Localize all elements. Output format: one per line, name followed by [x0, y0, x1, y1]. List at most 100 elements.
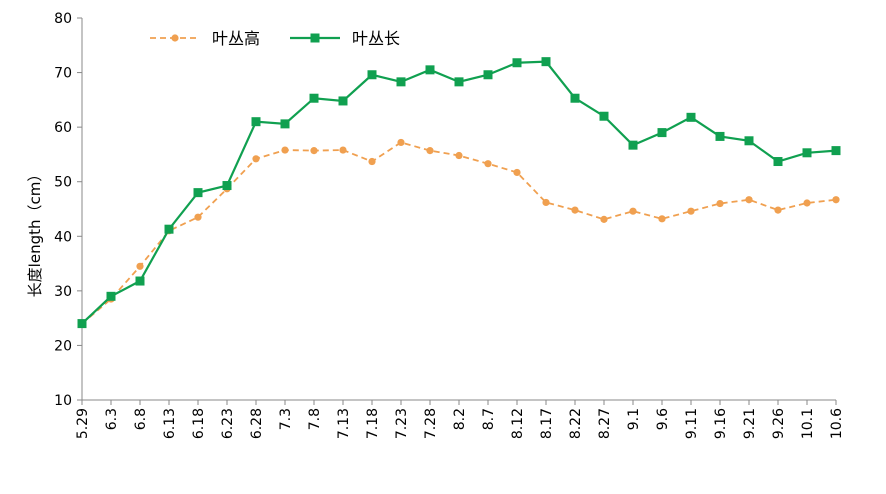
data-point — [831, 146, 841, 156]
legend-label: 叶丛高 — [212, 29, 260, 48]
data-point — [832, 196, 840, 204]
data-point — [629, 207, 637, 215]
data-point — [599, 111, 609, 121]
y-tick-label: 50 — [54, 175, 72, 191]
data-point — [252, 155, 260, 163]
data-point — [338, 96, 348, 106]
legend-item-2: 叶丛长 — [290, 29, 400, 48]
x-tick-label: 10.6 — [829, 408, 845, 439]
data-point — [513, 168, 521, 177]
series-2 — [77, 57, 841, 329]
x-tick-label: 9.6 — [655, 408, 671, 430]
x-tick-label: 6.18 — [191, 408, 207, 439]
data-point — [484, 160, 492, 168]
data-point — [164, 224, 174, 234]
y-tick-label: 60 — [54, 120, 72, 136]
data-point — [339, 146, 347, 154]
x-tick-label: 7.28 — [423, 408, 439, 439]
data-point — [658, 215, 666, 223]
data-point — [803, 199, 811, 207]
data-point — [687, 207, 695, 215]
data-point — [716, 199, 724, 208]
y-tick-label: 70 — [54, 66, 72, 82]
x-tick-label: 9.21 — [742, 408, 758, 439]
data-point — [309, 93, 319, 103]
x-tick-label: 9.1 — [626, 408, 642, 430]
data-point — [570, 93, 580, 103]
legend-marker — [310, 33, 320, 43]
x-tick-label: 7.3 — [278, 408, 294, 430]
legend-marker — [171, 34, 179, 42]
data-point — [368, 157, 376, 166]
data-point — [745, 196, 753, 204]
x-tick-label: 9.16 — [713, 408, 729, 439]
x-tick-label: 6.3 — [104, 408, 120, 430]
y-tick-label: 10 — [54, 393, 72, 409]
data-point — [512, 58, 522, 68]
series-1 — [78, 138, 840, 328]
x-tick-label: 8.12 — [510, 408, 526, 439]
x-tick-label: 6.28 — [249, 408, 265, 439]
x-tick-label: 7.8 — [307, 408, 323, 430]
x-tick-label: 9.11 — [684, 408, 700, 439]
data-point — [193, 188, 203, 198]
legend: 叶丛高 叶丛长 — [150, 29, 400, 48]
x-tick-label: 9.26 — [771, 408, 787, 439]
series-line — [81, 141, 837, 325]
data-point — [802, 148, 812, 158]
y-tick-label: 30 — [54, 284, 72, 300]
x-tick-label: 7.23 — [394, 408, 410, 439]
data-point — [774, 206, 782, 214]
data-point — [281, 146, 289, 154]
data-point — [455, 151, 463, 160]
x-tick-label: 8.22 — [568, 408, 584, 439]
data-point — [600, 215, 608, 223]
data-point — [397, 138, 405, 147]
series-layer — [77, 57, 841, 329]
data-point — [426, 147, 434, 155]
y-tick-label: 20 — [54, 338, 72, 354]
data-point — [686, 112, 696, 122]
x-tick-label: 7.18 — [365, 408, 381, 439]
data-point — [483, 70, 493, 80]
data-point — [715, 131, 725, 141]
y-axis-title: 长度length（cm） — [26, 167, 44, 298]
x-tick-label: 7.13 — [336, 408, 352, 439]
data-point — [773, 157, 783, 167]
legend-item-1: 叶丛高 — [150, 29, 260, 48]
data-point — [542, 198, 550, 207]
data-point — [136, 262, 144, 270]
data-point — [222, 181, 232, 191]
x-tick-label: 6.13 — [162, 408, 178, 439]
data-point — [135, 276, 145, 286]
x-tick-label: 8.7 — [481, 408, 497, 430]
data-point — [744, 136, 754, 146]
x-tick-label: 5.29 — [75, 408, 91, 439]
data-point — [280, 119, 290, 129]
data-point — [657, 128, 667, 138]
x-tick-label: 8.27 — [597, 408, 613, 439]
x-tick-label: 10.1 — [800, 408, 816, 439]
data-point — [367, 70, 377, 80]
data-point — [251, 117, 261, 127]
x-tick-label: 8.17 — [539, 408, 555, 439]
y-tick-label: 80 — [54, 11, 72, 27]
data-point — [396, 77, 406, 87]
x-tick-label: 8.2 — [452, 408, 468, 430]
data-point — [77, 319, 87, 329]
data-point — [310, 147, 318, 155]
axes: 10 20 30 40 50 60 70 80 5.29 6.3 6.8 6.13 6.18 6.23 6.… — [54, 11, 845, 439]
data-point — [541, 57, 551, 67]
data-point — [425, 65, 435, 75]
data-point — [194, 213, 202, 221]
legend-label: 叶丛长 — [352, 29, 400, 48]
x-tick-label: 6.23 — [220, 408, 236, 439]
data-point — [571, 206, 579, 214]
x-tick-label: 6.8 — [133, 408, 149, 430]
data-point — [454, 77, 464, 87]
data-point — [106, 291, 116, 301]
data-point — [628, 140, 638, 150]
y-tick-label: 40 — [54, 229, 72, 245]
